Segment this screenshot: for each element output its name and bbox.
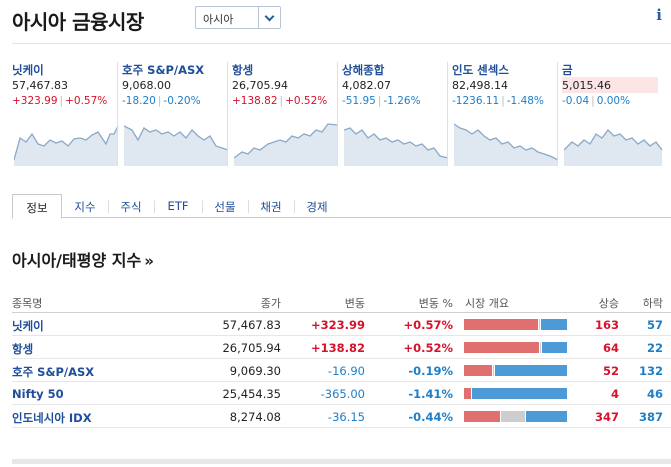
market-card[interactable]: 호주 S&P/ASX 9,068.00 -18.20 | -0.20% — [117, 62, 232, 170]
decliners-count: 22 — [646, 341, 663, 355]
market-value: 26,705.94 — [232, 79, 288, 92]
market-change: -51.95 | -1.26% — [342, 95, 421, 107]
advancers-count: 163 — [594, 318, 619, 332]
table-row: Nifty 50 25,454.35 -365.00 -1.41% 4 46 — [12, 382, 671, 405]
sparkline — [124, 125, 229, 166]
sparkline — [344, 127, 449, 166]
change-pct: +0.57% — [403, 318, 453, 332]
chevron-down-icon[interactable] — [258, 7, 280, 28]
market-name[interactable]: 닛케이 — [12, 63, 44, 77]
market-change: -1236.11 | -1.48% — [452, 95, 544, 107]
market-name[interactable]: 인도 센섹스 — [452, 63, 509, 77]
change-value: +138.82 — [310, 341, 365, 355]
market-change: -0.04 | 0.00% — [562, 95, 631, 107]
sparkline — [454, 123, 559, 166]
table-row: 호주 S&P/ASX 9,069.30 -16.90 -0.19% 52 132 — [12, 359, 671, 382]
market-overview-bar — [464, 388, 568, 399]
market-value: 82,498.14 — [452, 79, 508, 92]
market-value: 57,467.83 — [12, 79, 68, 92]
tab-etf[interactable]: ETF — [154, 194, 203, 218]
decliners-count: 387 — [638, 410, 663, 424]
decliners-count: 57 — [646, 318, 663, 332]
change-value: +323.99 — [310, 318, 365, 332]
market-change: +323.99 | +0.57% — [12, 95, 108, 107]
more-link[interactable]: » — [144, 252, 154, 270]
page-title: 아시아 금융시장 — [12, 10, 144, 34]
market-name[interactable]: 호주 S&P/ASX — [122, 63, 205, 77]
index-name-link[interactable]: Nifty 50 — [12, 387, 64, 401]
close-value: 9,069.30 — [229, 364, 281, 378]
market-name[interactable]: 항셍 — [232, 63, 254, 77]
market-card[interactable]: 항셍 26,705.94 +138.82 | +0.52% — [227, 62, 342, 170]
info-icon[interactable]: i — [656, 6, 662, 24]
market-change: +138.82 | +0.52% — [232, 95, 328, 107]
close-value: 26,705.94 — [222, 341, 281, 355]
change-value: -365.00 — [320, 387, 365, 401]
tab-futures[interactable]: 선물 — [202, 194, 249, 218]
market-strip: 닛케이 57,467.83 +323.99 | +0.57% 호주 S&P/ASX … — [12, 62, 671, 170]
tab-stocks[interactable]: 주식 — [108, 194, 155, 218]
section-title[interactable]: 아시아/태평양 지수» — [12, 251, 154, 270]
change-pct: -0.44% — [408, 410, 453, 424]
advancers-count: 347 — [594, 410, 619, 424]
decliners-count: 132 — [638, 364, 663, 378]
index-name-link[interactable]: 닛케이 — [12, 319, 44, 333]
table-header: 종목명 종가 변동 변동 % 시장 개요 상승 하락 — [12, 291, 671, 313]
close-value: 8,274.08 — [229, 410, 281, 424]
tab-bonds[interactable]: 채권 — [248, 194, 295, 218]
change-pct: -1.41% — [408, 387, 453, 401]
change-pct: -0.19% — [408, 364, 453, 378]
tab-indices[interactable]: 지수 — [62, 194, 109, 218]
market-card[interactable]: 금 5,015.46 -0.04 | 0.00% — [557, 62, 671, 170]
advancers-count: 52 — [602, 364, 619, 378]
market-value: 5,015.46 — [562, 77, 658, 93]
change-value: -36.15 — [327, 410, 365, 424]
header: 아시아 금융시장 아시아 i — [12, 6, 662, 34]
decliners-count: 46 — [646, 387, 663, 401]
region-select-value: 아시아 — [203, 13, 234, 26]
market-card[interactable]: 닛케이 57,467.83 +323.99 | +0.57% — [12, 62, 122, 170]
index-table: 종목명 종가 변동 변동 % 시장 개요 상승 하락 닛케이 57,467.83 +… — [12, 291, 671, 428]
region-select[interactable]: 아시아 — [195, 6, 281, 29]
sparkline — [234, 123, 339, 166]
sparkline — [14, 125, 119, 166]
market-overview-bar — [464, 365, 568, 376]
sparkline — [564, 129, 663, 166]
header-divider — [12, 43, 671, 44]
bottom-divider — [12, 459, 671, 464]
market-name[interactable]: 금 — [562, 63, 573, 77]
market-card[interactable]: 상해종합 4,082.07 -51.95 | -1.26% — [337, 62, 452, 170]
close-value: 25,454.35 — [222, 387, 281, 401]
market-value: 9,068.00 — [122, 79, 171, 92]
tab-bar: 정보 지수 주식 ETF 선물 채권 경제 — [12, 194, 671, 219]
advancers-count: 64 — [602, 341, 619, 355]
market-change: -18.20 | -0.20% — [122, 95, 201, 107]
table-row: 인도네시아 IDX 8,274.08 -36.15 -0.44% 347 387 — [12, 405, 671, 428]
market-name[interactable]: 상해종합 — [342, 63, 385, 77]
index-name-link[interactable]: 인도네시아 IDX — [12, 411, 92, 425]
change-value: -16.90 — [327, 364, 365, 378]
tab-info[interactable]: 정보 — [12, 194, 62, 219]
close-value: 57,467.83 — [222, 318, 281, 332]
change-pct: +0.52% — [403, 341, 453, 355]
market-overview-bar — [464, 319, 568, 330]
table-row: 닛케이 57,467.83 +323.99 +0.57% 163 57 — [12, 313, 671, 336]
index-name-link[interactable]: 호주 S&P/ASX — [12, 365, 95, 379]
advancers-count: 4 — [610, 387, 619, 401]
market-value: 4,082.07 — [342, 79, 391, 92]
table-row: 항셍 26,705.94 +138.82 +0.52% 64 22 — [12, 336, 671, 359]
index-name-link[interactable]: 항셍 — [12, 342, 34, 356]
market-overview-bar — [464, 411, 568, 422]
market-card[interactable]: 인도 센섹스 82,498.14 -1236.11 | -1.48% — [447, 62, 562, 170]
tab-economy[interactable]: 경제 — [306, 200, 328, 214]
market-overview-bar — [464, 342, 568, 353]
